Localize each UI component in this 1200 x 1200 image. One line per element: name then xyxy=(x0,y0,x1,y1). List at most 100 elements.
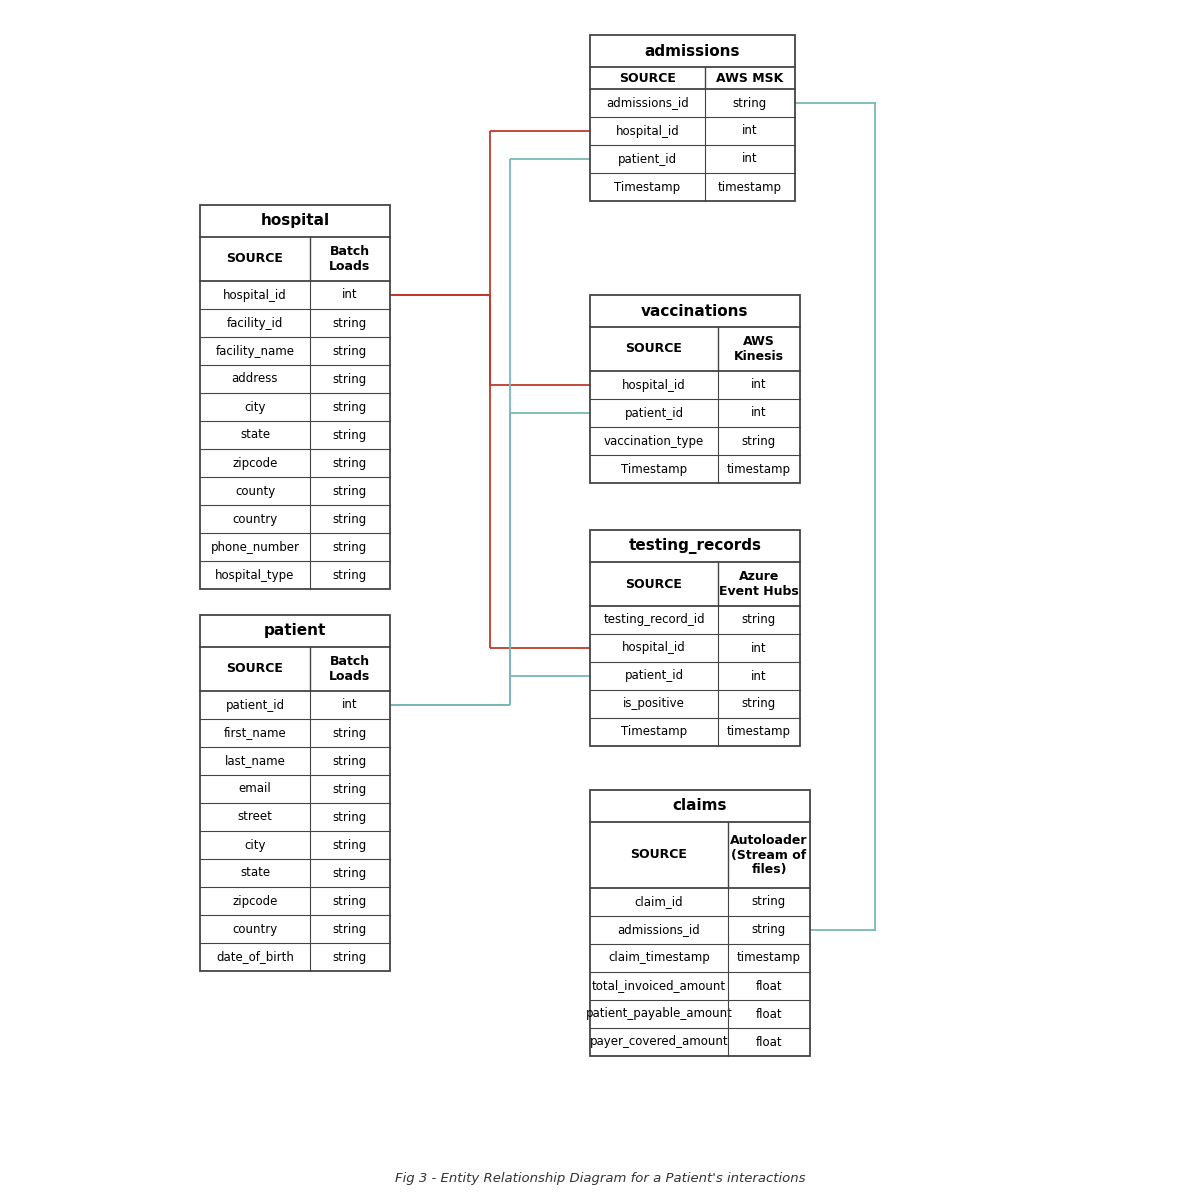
Text: patient_id: patient_id xyxy=(624,407,684,420)
Text: date_of_birth: date_of_birth xyxy=(216,950,294,964)
Text: total_invoiced_amount: total_invoiced_amount xyxy=(592,979,726,992)
Text: first_name: first_name xyxy=(223,726,287,739)
Text: hospital_id: hospital_id xyxy=(622,378,686,391)
Bar xyxy=(590,530,800,746)
Text: SOURCE: SOURCE xyxy=(227,252,283,265)
Text: int: int xyxy=(751,642,767,654)
Text: AWS
Kinesis: AWS Kinesis xyxy=(734,335,784,362)
Text: string: string xyxy=(332,950,367,964)
Text: patient_payable_amount: patient_payable_amount xyxy=(586,1008,732,1020)
Text: string: string xyxy=(332,428,367,442)
Text: string: string xyxy=(332,866,367,880)
Text: SOURCE: SOURCE xyxy=(625,577,683,590)
Text: string: string xyxy=(742,434,776,448)
Text: SOURCE: SOURCE xyxy=(619,72,676,84)
Text: string: string xyxy=(332,317,367,330)
Text: patient_id: patient_id xyxy=(226,698,284,712)
Text: string: string xyxy=(332,755,367,768)
Text: SOURCE: SOURCE xyxy=(227,662,283,676)
Bar xyxy=(200,614,390,971)
Text: int: int xyxy=(742,152,758,166)
Text: int: int xyxy=(342,698,358,712)
Text: string: string xyxy=(752,924,786,936)
Text: timestamp: timestamp xyxy=(727,462,791,475)
Text: country: country xyxy=(233,923,277,936)
Text: hospital_id: hospital_id xyxy=(622,642,686,654)
Text: state: state xyxy=(240,866,270,880)
Text: is_positive: is_positive xyxy=(623,697,685,710)
Text: hospital_type: hospital_type xyxy=(215,569,295,582)
Bar xyxy=(590,790,810,1056)
Text: string: string xyxy=(332,401,367,414)
Text: facility_id: facility_id xyxy=(227,317,283,330)
Text: Timestamp: Timestamp xyxy=(620,462,688,475)
Text: vaccination_type: vaccination_type xyxy=(604,434,704,448)
Text: Fig 3 - Entity Relationship Diagram for a Patient's interactions: Fig 3 - Entity Relationship Diagram for … xyxy=(395,1172,805,1186)
Bar xyxy=(590,295,800,482)
Text: Azure
Event Hubs: Azure Event Hubs xyxy=(719,570,799,598)
Bar xyxy=(590,35,796,200)
Text: string: string xyxy=(742,697,776,710)
Text: string: string xyxy=(733,96,767,109)
Text: country: country xyxy=(233,512,277,526)
Text: int: int xyxy=(751,407,767,420)
Text: claims: claims xyxy=(673,798,727,814)
Text: state: state xyxy=(240,428,270,442)
Text: SOURCE: SOURCE xyxy=(625,342,683,355)
Text: int: int xyxy=(751,378,767,391)
Text: float: float xyxy=(756,1008,782,1020)
Text: int: int xyxy=(751,670,767,683)
Text: string: string xyxy=(332,344,367,358)
Text: testing_record_id: testing_record_id xyxy=(604,613,704,626)
Text: string: string xyxy=(332,485,367,498)
Text: string: string xyxy=(332,923,367,936)
Text: timestamp: timestamp xyxy=(737,952,802,965)
Text: string: string xyxy=(332,726,367,739)
Text: string: string xyxy=(332,569,367,582)
Text: address: address xyxy=(232,372,278,385)
Text: phone_number: phone_number xyxy=(210,540,300,553)
Text: payer_covered_amount: payer_covered_amount xyxy=(589,1036,728,1049)
Text: admissions_id: admissions_id xyxy=(606,96,689,109)
Text: admissions_id: admissions_id xyxy=(618,924,701,936)
Text: string: string xyxy=(332,894,367,907)
Text: string: string xyxy=(332,512,367,526)
Text: string: string xyxy=(742,613,776,626)
Bar xyxy=(200,205,390,589)
Text: float: float xyxy=(756,1036,782,1049)
Text: SOURCE: SOURCE xyxy=(630,848,688,862)
Text: testing_records: testing_records xyxy=(629,538,762,554)
Text: patient_id: patient_id xyxy=(618,152,677,166)
Text: facility_name: facility_name xyxy=(216,344,294,358)
Text: timestamp: timestamp xyxy=(727,726,791,738)
Text: string: string xyxy=(332,810,367,823)
Text: string: string xyxy=(752,895,786,908)
Text: string: string xyxy=(332,782,367,796)
Text: AWS MSK: AWS MSK xyxy=(716,72,784,84)
Text: admissions: admissions xyxy=(644,43,740,59)
Text: Timestamp: Timestamp xyxy=(614,180,680,193)
Text: Batch
Loads: Batch Loads xyxy=(329,655,371,683)
Text: claim_timestamp: claim_timestamp xyxy=(608,952,710,965)
Text: county: county xyxy=(235,485,275,498)
Text: patient: patient xyxy=(264,624,326,638)
Text: string: string xyxy=(332,372,367,385)
Text: zipcode: zipcode xyxy=(233,456,277,469)
Text: city: city xyxy=(245,839,265,852)
Text: vaccinations: vaccinations xyxy=(641,304,749,318)
Text: float: float xyxy=(756,979,782,992)
Text: claim_id: claim_id xyxy=(635,895,683,908)
Text: Batch
Loads: Batch Loads xyxy=(329,245,371,272)
Text: Timestamp: Timestamp xyxy=(620,726,688,738)
Text: Autoloader
(Stream of
files): Autoloader (Stream of files) xyxy=(731,834,808,876)
Text: timestamp: timestamp xyxy=(718,180,782,193)
Text: string: string xyxy=(332,540,367,553)
Text: street: street xyxy=(238,810,272,823)
Text: int: int xyxy=(342,288,358,301)
Text: hospital_id: hospital_id xyxy=(223,288,287,301)
Text: string: string xyxy=(332,839,367,852)
Text: last_name: last_name xyxy=(224,755,286,768)
Text: int: int xyxy=(742,125,758,138)
Text: patient_id: patient_id xyxy=(624,670,684,683)
Text: hospital_id: hospital_id xyxy=(616,125,679,138)
